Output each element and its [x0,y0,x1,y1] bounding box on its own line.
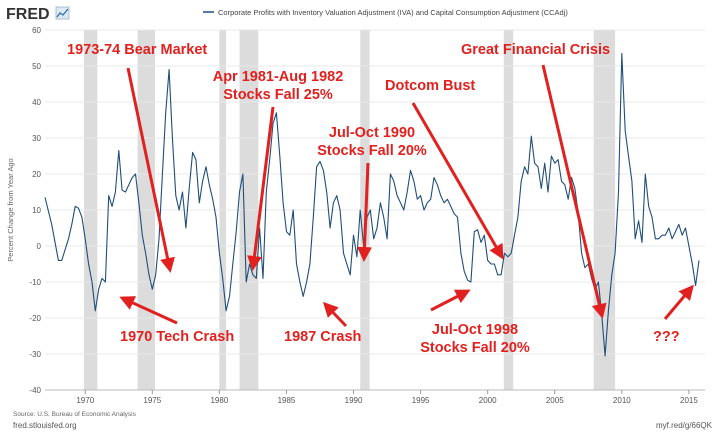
annotation-label: Jul-Oct 1998 [432,322,518,338]
annotation-arrow [430,289,471,312]
annotation-arrow [541,64,607,319]
x-tick-label: 2005 [546,396,564,405]
x-tick-label: 1970 [76,396,94,405]
annotation-label: 1987 Crash [284,329,361,345]
x-tick-label: 2000 [479,396,497,405]
annotation-label: Dotcom Bust [385,78,475,94]
annotation-arrow [322,301,348,328]
annotation-fall-1990: Jul-Oct 1990 Stocks Fall 20% [317,125,427,262]
annotation-fall-1998: Jul-Oct 1998 Stocks Fall 20% [420,289,530,356]
y-tick-label: 50 [32,62,41,71]
fred-logo: FRED [6,6,50,23]
footer: Source: U.S. Bureau of Economic Analysis… [13,411,713,430]
annotation-stocks-1981: Apr 1981-Aug 1982 Stocks Fall 25% [213,69,344,271]
x-tick-label: 1990 [345,396,363,405]
y-tick-label: 40 [32,98,41,107]
y-tick-label: -40 [29,386,41,395]
annotation-arrow [126,67,175,273]
y-tick-label: 20 [32,170,41,179]
x-tick-label: 1975 [143,396,161,405]
y-tick-label: 30 [32,134,41,143]
annotation-arrow [411,102,504,260]
y-tick-label: 60 [32,26,41,35]
annotation-label: Great Financial Crisis [461,42,610,58]
annotation-arrow [119,296,178,325]
x-tick-label: 1985 [278,396,296,405]
y-tick-label: 0 [37,242,42,251]
fred-chart-icon [55,6,70,20]
series-layer [44,52,700,357]
y-axis-label: Percent Change from Year Ago [6,158,15,261]
site-link[interactable]: fred.stlouisfed.org [13,421,77,430]
annotation-arrow [663,284,694,320]
annotation-label: Jul-Oct 1990 [329,125,415,141]
annotation-label: Stocks Fall 20% [420,340,530,356]
x-tick-label: 2010 [613,396,631,405]
annotation-gfc: Great Financial Crisis [461,42,610,319]
annotation-label: Stocks Fall 20% [317,143,427,159]
x-tick-label: 2015 [680,396,698,405]
annotation-label: Stocks Fall 25% [223,87,333,103]
source-note: Source: U.S. Bureau of Economic Analysis [13,411,137,418]
annotation-arrow [247,106,275,271]
legend-label: Corporate Profits with Inventory Valuati… [218,8,568,17]
series-line [44,52,700,357]
y-tick-label: 10 [32,206,41,215]
x-tick-label: 1995 [412,396,430,405]
y-tick-label: -10 [29,278,41,287]
annotation-label: ??? [653,329,680,345]
header: FRED Corporate Profits with Inventory Va… [6,6,568,23]
annotation-bear-1973: 1973-74 Bear Market [67,42,207,273]
annotation-unknown: ??? [653,284,694,345]
annotation-label: 1970 Tech Crash [120,329,234,345]
annotation-tech-1970: 1970 Tech Crash [119,296,234,345]
annotation-dotcom: Dotcom Bust [385,78,504,260]
short-url[interactable]: myf.red/g/66QK [656,421,713,430]
y-tick-label: -30 [29,350,41,359]
axis-ticks: -40 -30 -20 -10 0 10 20 30 40 50 60 1970 1975 1980 198… [29,26,705,405]
annotation-label: 1973-74 Bear Market [67,42,207,58]
annotation-crash-1987: 1987 Crash [284,301,361,345]
annotation-label: Apr 1981-Aug 1982 [213,69,344,85]
annotation-arrow [357,162,372,262]
x-tick-label: 1980 [210,396,228,405]
y-tick-label: -20 [29,314,41,323]
annotations: 1973-74 Bear Market 1970 Tech Crash Apr 19… [67,42,694,356]
